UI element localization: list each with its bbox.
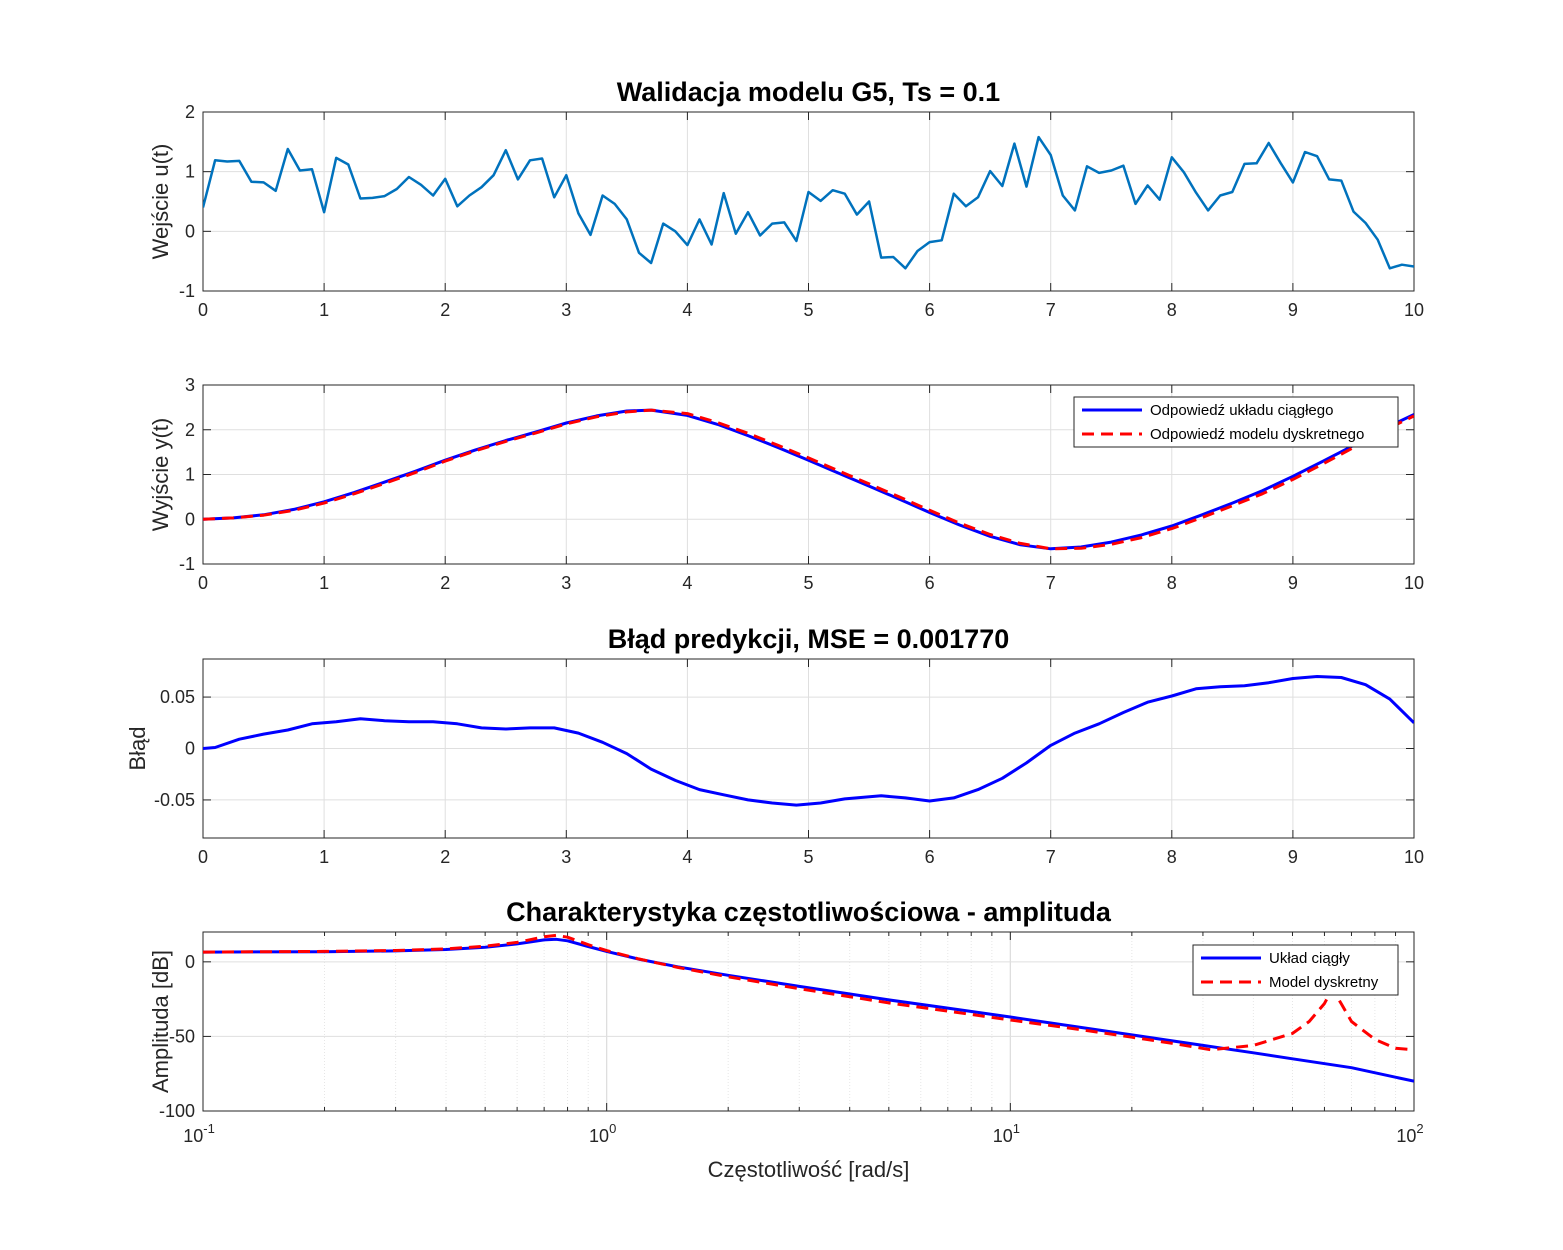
x-tick-label: 8 bbox=[1167, 847, 1177, 867]
chart-panel-3: 0 1 2 3 4 5 6 7 8 9 10 -0.05 0 0.05 Błąd predykcji, MS… bbox=[125, 624, 1424, 867]
x-tick-label: 10 bbox=[1404, 847, 1424, 867]
x-tick-label: 6 bbox=[925, 847, 935, 867]
series-line-1 bbox=[203, 675, 1414, 807]
y-axis-label: Amplituda [dB] bbox=[148, 950, 173, 1093]
y-tick-label: 2 bbox=[185, 420, 195, 440]
x-tick-label: 4 bbox=[682, 300, 692, 320]
x-tick-label: 5 bbox=[803, 847, 813, 867]
x-tick-label: 0 bbox=[198, 573, 208, 593]
x-tick-label: 1 bbox=[319, 573, 329, 593]
x-tick-label: 3 bbox=[561, 847, 571, 867]
series-line-1 bbox=[203, 408, 1414, 551]
y-axis-label: Wejście u(t) bbox=[148, 144, 173, 260]
y-tick-label: -1 bbox=[179, 554, 195, 574]
x-tick-label: 2 bbox=[440, 847, 450, 867]
y-tick-label: -50 bbox=[169, 1026, 195, 1046]
x-tick-label: 8 bbox=[1167, 300, 1177, 320]
x-tick-label: 7 bbox=[1046, 847, 1056, 867]
x-tick-label: 7 bbox=[1046, 300, 1056, 320]
x-tick-label: 10 bbox=[1404, 573, 1424, 593]
x-tick-label: 1 bbox=[319, 300, 329, 320]
y-axis-label: Wyjście y(t) bbox=[148, 418, 173, 531]
x-tick-label: 2 bbox=[440, 573, 450, 593]
x-tick-label: 9 bbox=[1288, 573, 1298, 593]
y-tick-label: -0.05 bbox=[154, 790, 195, 810]
x-tick-label: 1 bbox=[319, 847, 329, 867]
legend-label-1: Odpowiedź układu ciągłego bbox=[1150, 402, 1333, 419]
legend: Odpowiedź układu ciągłego Odpowiedź model… bbox=[1073, 396, 1399, 448]
x-tick-base: 10 bbox=[589, 1126, 609, 1146]
legend-box bbox=[1073, 396, 1399, 448]
x-tick-label: 4 bbox=[682, 847, 692, 867]
x-tick-label: 100 bbox=[589, 1121, 616, 1146]
y-tick-label: 1 bbox=[185, 162, 195, 182]
legend-label-1: Układ ciągły bbox=[1269, 950, 1350, 967]
x-tick-label: 7 bbox=[1046, 573, 1056, 593]
x-axis-label: Częstotliwość [rad/s] bbox=[708, 1157, 910, 1182]
chart-title: Charakterystyka częstotliwościowa - ampl… bbox=[506, 897, 1112, 927]
x-tick-label: 5 bbox=[803, 573, 813, 593]
legend: Układ ciągły Model dyskretny bbox=[1192, 944, 1399, 996]
y-tick-label: 0 bbox=[185, 739, 195, 759]
x-tick-exponent: 2 bbox=[1416, 1121, 1423, 1136]
x-tick-label: 0 bbox=[198, 300, 208, 320]
series-line-1 bbox=[203, 135, 1414, 270]
x-tick-label: 9 bbox=[1288, 300, 1298, 320]
y-tick-label: 0.05 bbox=[160, 687, 195, 707]
x-tick-label: 101 bbox=[993, 1121, 1020, 1146]
x-tick-exponent: 1 bbox=[1013, 1121, 1020, 1136]
x-tick-base: 10 bbox=[183, 1126, 203, 1146]
legend-label-2: Odpowiedź modelu dyskretnego bbox=[1150, 426, 1364, 443]
series-line-2 bbox=[203, 408, 1414, 551]
y-tick-label: 0 bbox=[185, 221, 195, 241]
y-tick-label: -1 bbox=[179, 281, 195, 301]
x-tick-exponent: -1 bbox=[203, 1121, 215, 1136]
x-tick-base: 10 bbox=[1396, 1126, 1416, 1146]
x-tick-label: 9 bbox=[1288, 847, 1298, 867]
y-tick-label: 3 bbox=[185, 375, 195, 395]
x-tick-exponent: 0 bbox=[609, 1121, 616, 1136]
x-tick-label: 3 bbox=[561, 300, 571, 320]
legend-box bbox=[1192, 944, 1399, 996]
x-tick-label: 8 bbox=[1167, 573, 1177, 593]
y-tick-label: 0 bbox=[185, 509, 195, 529]
x-tick-label: 10 bbox=[1404, 300, 1424, 320]
chart-title: Błąd predykcji, MSE = 0.001770 bbox=[608, 624, 1009, 654]
axes-box bbox=[202, 931, 1415, 1112]
legend-label-2: Model dyskretny bbox=[1269, 974, 1379, 991]
y-tick-label: 2 bbox=[185, 102, 195, 122]
y-tick-label: -100 bbox=[159, 1101, 195, 1121]
x-tick-label: 102 bbox=[1396, 1121, 1423, 1146]
x-tick-label: 6 bbox=[925, 573, 935, 593]
x-tick-label: 0 bbox=[198, 847, 208, 867]
x-tick-label: 10-1 bbox=[183, 1121, 215, 1146]
y-tick-label: 0 bbox=[185, 952, 195, 972]
x-tick-label: 2 bbox=[440, 300, 450, 320]
chart-title: Walidacja modelu G5, Ts = 0.1 bbox=[617, 77, 1000, 107]
y-tick-label: 1 bbox=[185, 465, 195, 485]
y-axis-label: Błąd bbox=[125, 726, 150, 770]
x-tick-label: 3 bbox=[561, 573, 571, 593]
x-tick-label: 5 bbox=[803, 300, 813, 320]
x-tick-label: 4 bbox=[682, 573, 692, 593]
x-tick-base: 10 bbox=[993, 1126, 1013, 1146]
x-tick-label: 6 bbox=[925, 300, 935, 320]
